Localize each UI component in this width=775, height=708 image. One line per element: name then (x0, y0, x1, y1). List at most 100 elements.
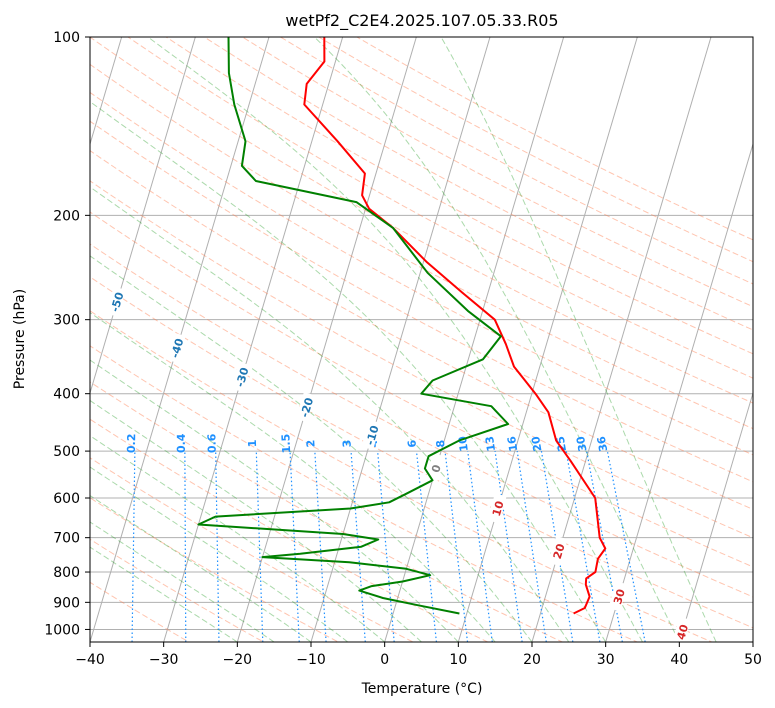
y-tick-label: 100 (53, 30, 80, 46)
mixing-ratio-label: 0.1 (78, 433, 92, 453)
moist-adiabat-line (90, 311, 496, 642)
plot-frame (89, 36, 754, 643)
mixing-ratio-line (494, 451, 523, 642)
isotherm-line (310, 37, 491, 642)
mixing-ratio-label: 8 (434, 439, 448, 448)
x-tick-label: 10 (449, 652, 467, 668)
x-tick-label: 50 (744, 652, 762, 668)
x-tick-label: −40 (75, 652, 105, 668)
isotherm-line (384, 37, 565, 642)
mixing-ratio-line (131, 451, 136, 642)
mixing-ratio-label: 16 (505, 435, 520, 452)
isotherm-label: 20 (551, 542, 568, 561)
moist-adiabat-line (90, 255, 533, 642)
mixing-ratio-line (255, 451, 264, 642)
isotherm-label-bg (47, 238, 66, 268)
isotherm-label-bg (548, 535, 568, 567)
moist-adiabat-line (440, 37, 717, 642)
y-tick-label: 600 (53, 491, 80, 507)
y-tick-label: 300 (53, 313, 80, 329)
dry-adiabat-line (90, 581, 190, 642)
isotherm-label-bg (487, 493, 507, 524)
dry-adiabat-line (90, 180, 753, 539)
y-tick-label: 400 (53, 387, 80, 403)
mixing-ratio-label: 25 (554, 435, 569, 452)
mixing-ratio-label: 20 (529, 435, 544, 453)
mixing-ratio-label: 13 (483, 435, 498, 452)
mixing-ratio-label: 3 (340, 439, 354, 448)
dry-adiabat-line (165, 37, 753, 355)
mixing-ratio-line (377, 451, 395, 642)
dry-adiabat-line (90, 538, 265, 642)
plot-area: 0.10.20.40.611.52346810131620253036-100-… (0, 37, 753, 642)
moist-adiabat-line (90, 521, 275, 642)
x-tick-label: −10 (296, 652, 326, 668)
moist-adiabat-line (90, 359, 459, 642)
x-tick-label: −20 (223, 652, 253, 668)
isotherm-line (605, 142, 753, 642)
isotherm-label: 0 (429, 463, 444, 474)
isotherm-label: -20 (298, 396, 316, 419)
x-axis-title: Temperature (°C) (361, 681, 483, 697)
isotherm-label-bg (295, 392, 316, 423)
mixing-ratio-label: 0.4 (175, 433, 188, 453)
dry-adiabats (90, 37, 753, 642)
dewpoint-profile-line (197, 37, 510, 615)
mixing-ratio-label: 0.6 (205, 433, 218, 453)
isotherm-label-bg (608, 581, 628, 612)
isotherm-line (163, 37, 344, 642)
dry-adiabat-line (90, 310, 713, 642)
mixing-ratio-line (184, 451, 187, 642)
x-tick-label: 30 (597, 652, 615, 668)
dry-adiabat-line (90, 243, 753, 598)
dry-adiabat-line (90, 276, 753, 629)
mixing-ratio-label: 36 (595, 435, 611, 453)
y-tick-label: 200 (53, 208, 80, 224)
mixing-ratio-label: 6 (405, 439, 419, 448)
moist-adiabat-line (90, 435, 386, 642)
mixing-ratio-line (467, 451, 493, 642)
moist-adiabat-line (90, 399, 422, 642)
isotherm-label: -10 (364, 424, 382, 447)
y-axis: 100 200 300 400 500 600 700 800 900 1000 (44, 30, 90, 638)
dry-adiabat-line (280, 37, 753, 285)
isotherm-line (236, 37, 417, 642)
x-tick-label: −30 (149, 652, 179, 668)
mixing-ratio-label: 30 (574, 435, 590, 453)
isotherm-line (457, 37, 638, 642)
x-tick-label: 40 (670, 652, 688, 668)
chart-title: wetPf2_C2E4.2025.107.05.33.R05 (285, 11, 558, 31)
mixing-ratio-label: 1.5 (279, 433, 293, 453)
mixing-ratio-line (82, 451, 88, 642)
y-axis-title: Pressure (hPa) (12, 289, 28, 389)
temperature-profile-line (303, 37, 607, 615)
isotherm-line (678, 391, 753, 642)
isotherm-label-bg (671, 616, 692, 642)
isotherm-label: -60 (49, 242, 67, 265)
y-tick-label: 1000 (44, 622, 80, 638)
dry-adiabat-line (90, 381, 564, 642)
x-axis: −40 −30 −20 −10 0 10 20 30 40 50 (75, 642, 762, 668)
dry-adiabat-line (90, 63, 753, 430)
moist-adiabat-line (90, 494, 312, 642)
x-tick-label: 0 (380, 652, 389, 668)
isotherm-label: 10 (490, 499, 507, 518)
y-tick-label: 800 (53, 565, 80, 581)
mixing-ratio-label: 1 (246, 439, 259, 447)
mixing-ratio-line (606, 450, 646, 642)
dry-adiabat-line (90, 150, 753, 510)
isotherm-line (90, 37, 196, 395)
isotherm-label-bg (361, 419, 381, 451)
moist-adiabat-line (314, 37, 680, 642)
moist-adiabat-line (90, 466, 349, 642)
mixing-ratio-line (565, 450, 601, 642)
mixing-ratio-line (215, 451, 220, 642)
mixing-ratio-label: 0.2 (125, 433, 138, 453)
isotherm-label: -40 (168, 337, 186, 360)
dry-adiabat-line (127, 37, 753, 379)
isotherm-label-bg (0, 187, 8, 217)
moist-adiabat-line (90, 546, 238, 642)
isotherm-label-bg (106, 286, 126, 317)
